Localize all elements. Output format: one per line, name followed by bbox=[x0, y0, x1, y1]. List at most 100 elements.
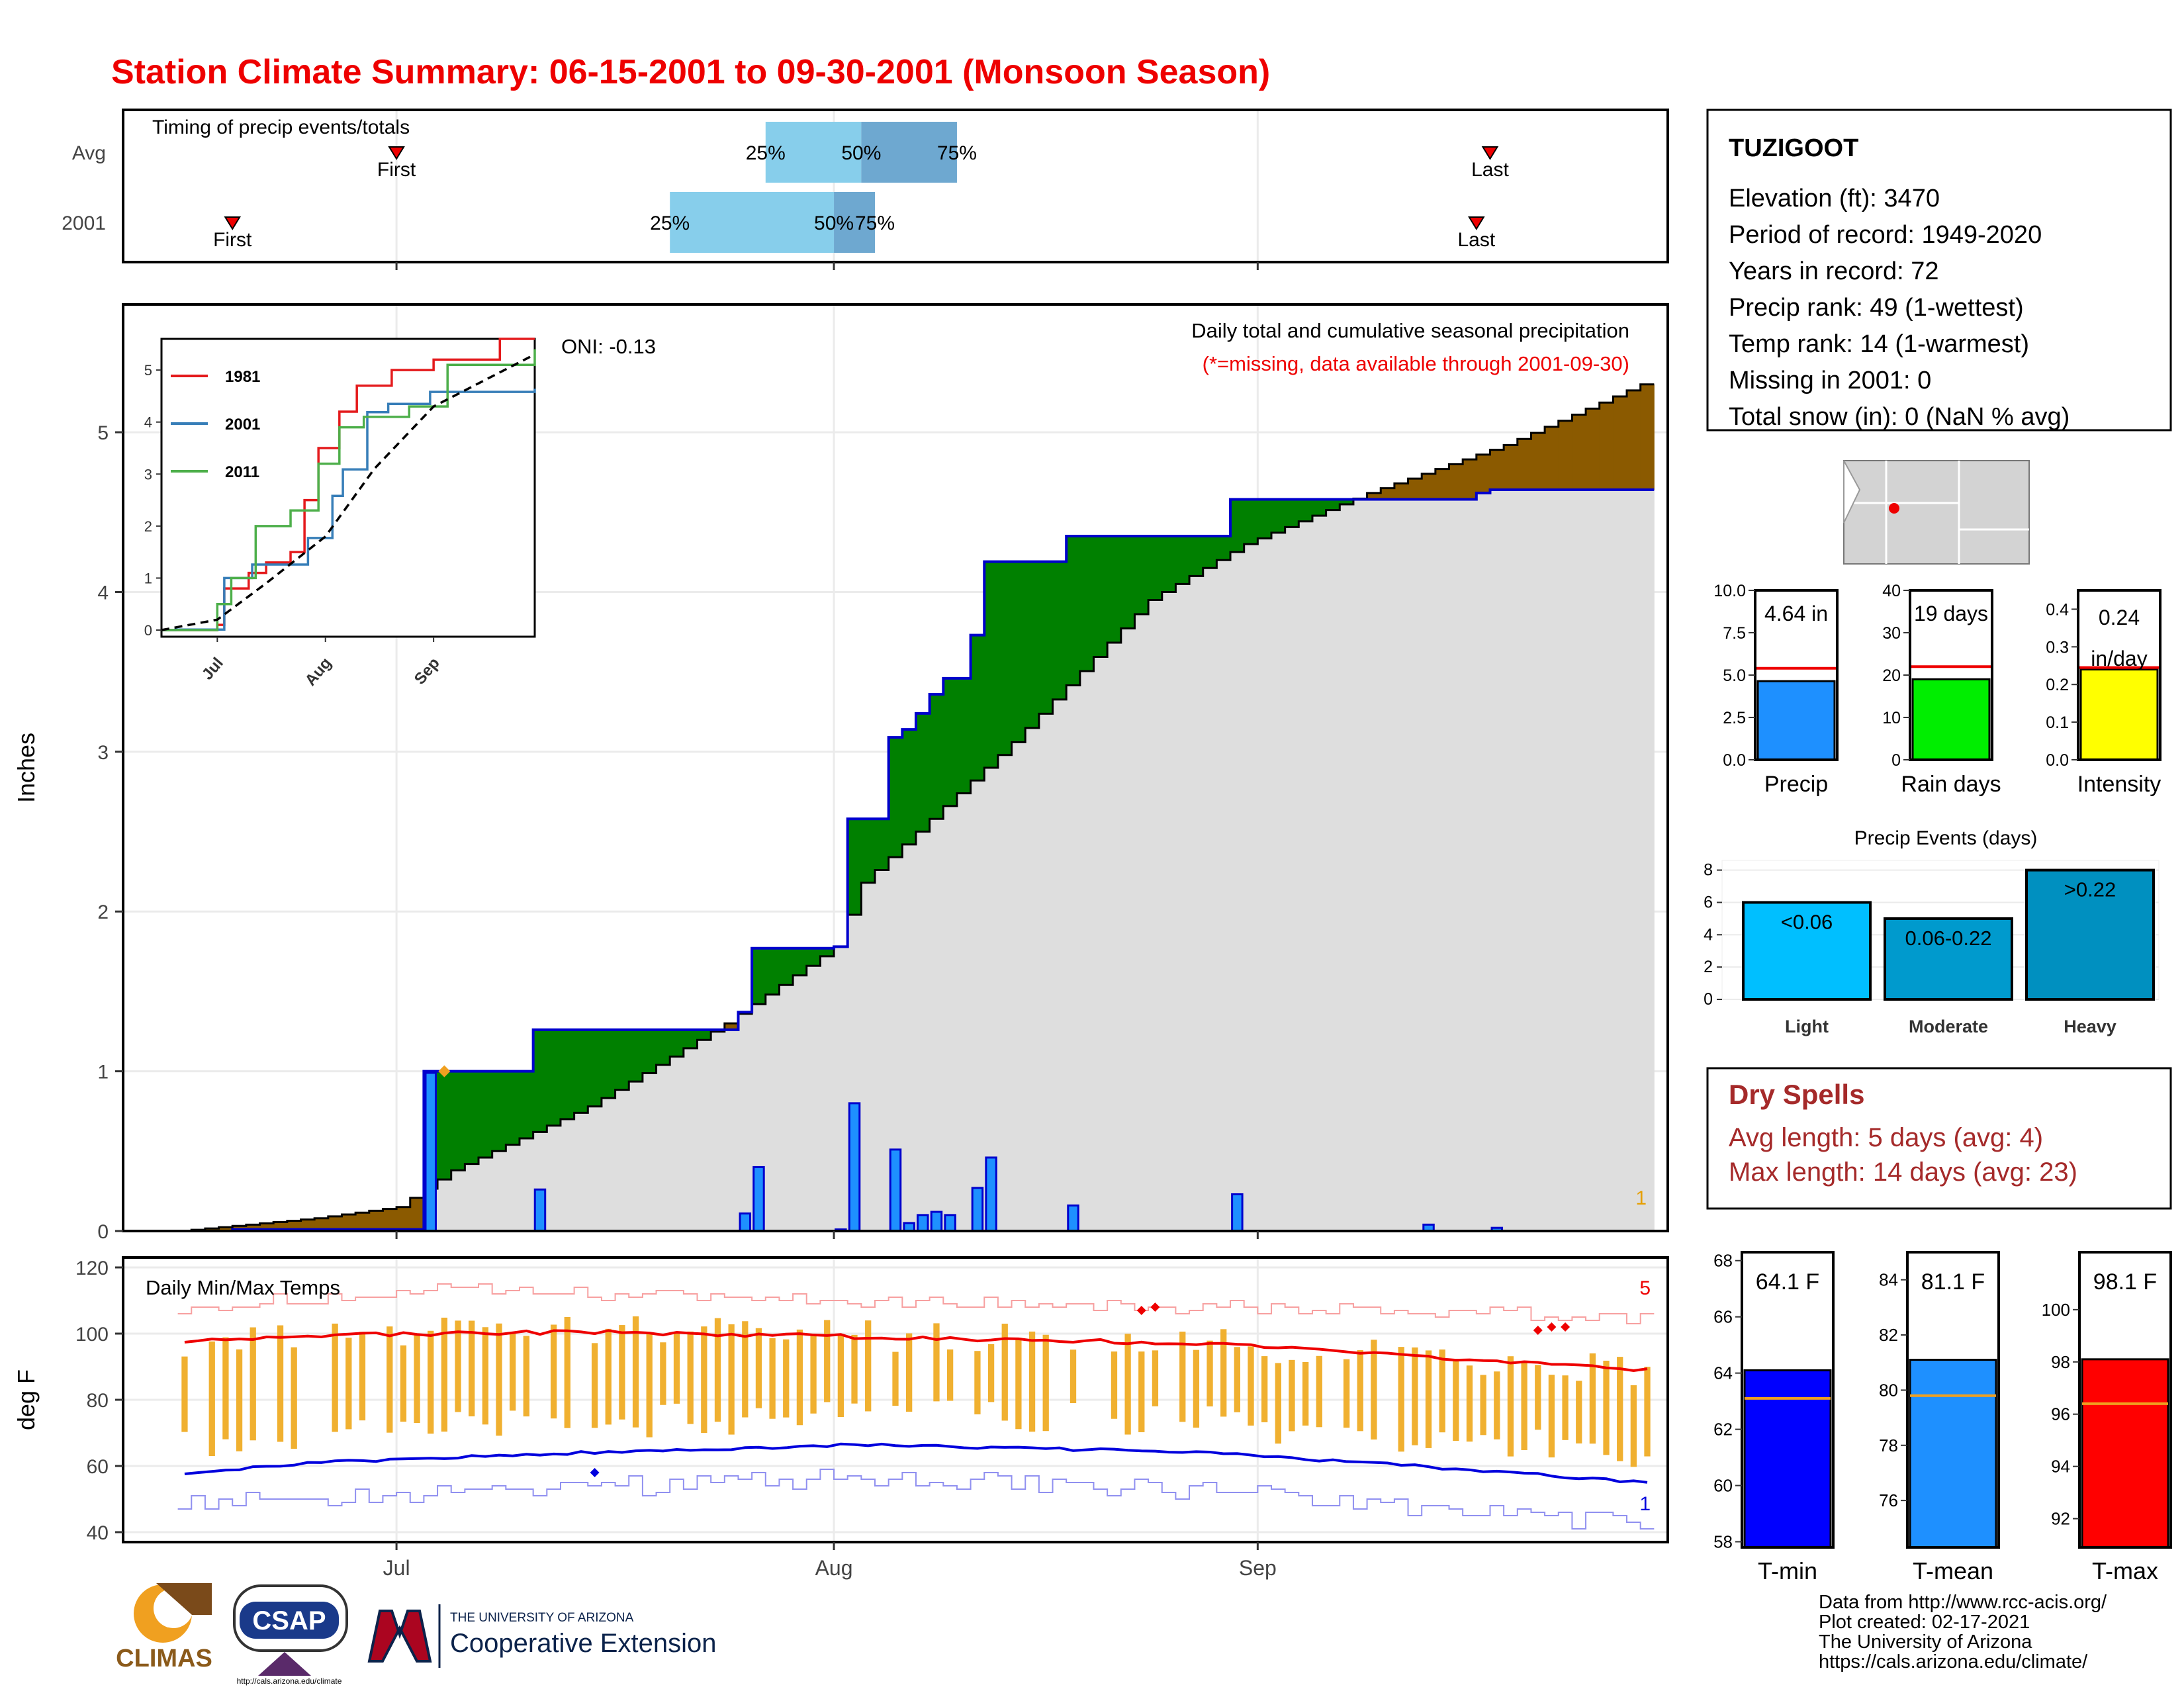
timing-bar-q25-q50 bbox=[670, 192, 835, 253]
daily-temp-bar bbox=[755, 1328, 762, 1408]
timing-row-label: Avg bbox=[72, 142, 106, 164]
daily-temp-bar bbox=[222, 1337, 229, 1440]
small-bar-Intensity bbox=[2079, 668, 2159, 761]
record-high-marker bbox=[1561, 1322, 1570, 1332]
surplus-area bbox=[1175, 536, 1190, 584]
daily-temp-bar bbox=[1439, 1349, 1445, 1433]
deficit-area bbox=[341, 1214, 356, 1230]
temp-y-tick: 80 bbox=[87, 1390, 109, 1412]
avg-area-bar bbox=[1422, 499, 1436, 1231]
small-bar-tick: 0.2 bbox=[2046, 676, 2069, 694]
deficit-area bbox=[383, 1209, 397, 1230]
timing-pct-label: 50% bbox=[841, 142, 881, 164]
daily-temp-bar bbox=[1248, 1346, 1254, 1426]
avg-area-bar bbox=[929, 819, 944, 1231]
small-bar-label: Rain days bbox=[1901, 772, 2001, 797]
deficit-area bbox=[410, 1197, 424, 1230]
record-high-marker bbox=[1533, 1326, 1543, 1335]
daily-temp-bar bbox=[1630, 1385, 1637, 1467]
surplus-area bbox=[560, 1029, 575, 1120]
deficit-area bbox=[1422, 473, 1436, 500]
surplus-area bbox=[793, 948, 807, 976]
avg-area-bar bbox=[1175, 584, 1190, 1231]
daily-temp-bar bbox=[728, 1324, 735, 1435]
timing-pct-label: 75% bbox=[855, 212, 895, 234]
daily-temp-bar bbox=[1042, 1334, 1049, 1432]
footer-line: https://cals.arizona.edu/climate/ bbox=[1819, 1651, 2088, 1672]
deficit-area bbox=[396, 1207, 411, 1230]
surplus-area bbox=[670, 1029, 684, 1057]
timing-pct-label: 50% bbox=[814, 212, 854, 234]
surplus-area bbox=[888, 737, 903, 858]
daily-precip-bar bbox=[930, 1211, 943, 1232]
temp-bar-value: 64.1 F bbox=[1756, 1269, 1819, 1295]
events-y-tick: 6 bbox=[1704, 893, 1713, 911]
temp-y-tick: 60 bbox=[87, 1456, 109, 1478]
x-month-label: Sep bbox=[1239, 1556, 1277, 1580]
avg-area-bar bbox=[478, 1157, 493, 1231]
daily-temp-bar bbox=[742, 1321, 749, 1418]
daily-temp-bar bbox=[400, 1345, 407, 1422]
temp-bar-label: T-max bbox=[2092, 1557, 2158, 1584]
station-info-line: Total snow (in): 0 (NaN % avg) bbox=[1729, 403, 2070, 431]
station-info-line: Period of record: 1949-2020 bbox=[1729, 221, 2042, 249]
daily-temp-bar bbox=[469, 1320, 475, 1417]
ua-big-text: Cooperative Extension bbox=[450, 1629, 716, 1658]
event-category: Moderate bbox=[1909, 1017, 1988, 1036]
surplus-area bbox=[847, 819, 862, 915]
daily-temp-bar bbox=[1220, 1329, 1227, 1417]
daily-temp-bar bbox=[1576, 1381, 1582, 1443]
daily-temp-bar bbox=[1521, 1361, 1527, 1450]
avg-area-bar bbox=[492, 1151, 506, 1231]
deficit-area bbox=[218, 1227, 233, 1231]
event-bar bbox=[1742, 901, 1872, 1001]
inset-y-tick: 0 bbox=[144, 622, 152, 639]
daily-temp-bar bbox=[1028, 1331, 1036, 1432]
surplus-area bbox=[806, 948, 821, 966]
daily-temp-bar bbox=[1124, 1334, 1131, 1435]
surplus-area bbox=[492, 1071, 506, 1152]
daily-precip-bar bbox=[739, 1212, 752, 1232]
y-tick-label: 2 bbox=[97, 901, 109, 923]
climas-logo: CLIMAS bbox=[116, 1583, 212, 1672]
temp-bar-tick: 92 bbox=[2051, 1509, 2070, 1529]
avg-area-bar bbox=[588, 1106, 602, 1231]
avg-area-bar bbox=[1148, 600, 1163, 1231]
surplus-area bbox=[683, 1029, 698, 1048]
daily-temp-bar bbox=[701, 1326, 707, 1434]
small-bar-tick: 0.3 bbox=[2046, 638, 2069, 657]
inset-y-tick: 1 bbox=[144, 570, 152, 586]
dry-spells-box bbox=[1706, 1067, 2172, 1210]
deficit-area bbox=[1531, 433, 1545, 490]
daily-temp-bar bbox=[591, 1343, 598, 1428]
surplus-area bbox=[547, 1029, 561, 1126]
station-name: TUZIGOOT bbox=[1729, 134, 1858, 162]
daily-temp-bar bbox=[783, 1339, 790, 1418]
event-category: Heavy bbox=[2064, 1017, 2116, 1036]
avg-area-bar bbox=[1230, 552, 1245, 1231]
deficit-area bbox=[259, 1223, 274, 1230]
avg-area-bar bbox=[1627, 490, 1641, 1231]
first-marker bbox=[388, 146, 405, 160]
ua-logo: THE UNIVERSITY OF ARIZONA Cooperative Ext… bbox=[367, 1604, 716, 1668]
daily-temp-bar bbox=[1069, 1349, 1077, 1404]
surplus-area bbox=[1038, 561, 1054, 714]
surplus-area bbox=[588, 1029, 602, 1107]
csap-logo: CSAP http://cals.arizona.edu/climate bbox=[233, 1584, 348, 1686]
surplus-area bbox=[465, 1071, 479, 1164]
deficit-area bbox=[724, 1023, 739, 1030]
daily-temp-bar bbox=[1001, 1323, 1008, 1421]
ua-a-mark bbox=[367, 1610, 432, 1663]
daily-temp-bar bbox=[605, 1328, 612, 1425]
temp-bar-frame bbox=[1741, 1251, 1835, 1549]
avg-area-bar bbox=[629, 1081, 643, 1231]
timing-pct-label: 25% bbox=[746, 142, 786, 164]
event-bar bbox=[2025, 868, 2155, 1001]
daily-temp-bar bbox=[1206, 1340, 1213, 1407]
first-marker bbox=[224, 216, 242, 230]
daily-temp-bar bbox=[291, 1347, 297, 1449]
daily-precip-bar bbox=[917, 1214, 929, 1232]
deficit-area bbox=[1558, 420, 1572, 490]
surplus-area bbox=[929, 694, 944, 819]
